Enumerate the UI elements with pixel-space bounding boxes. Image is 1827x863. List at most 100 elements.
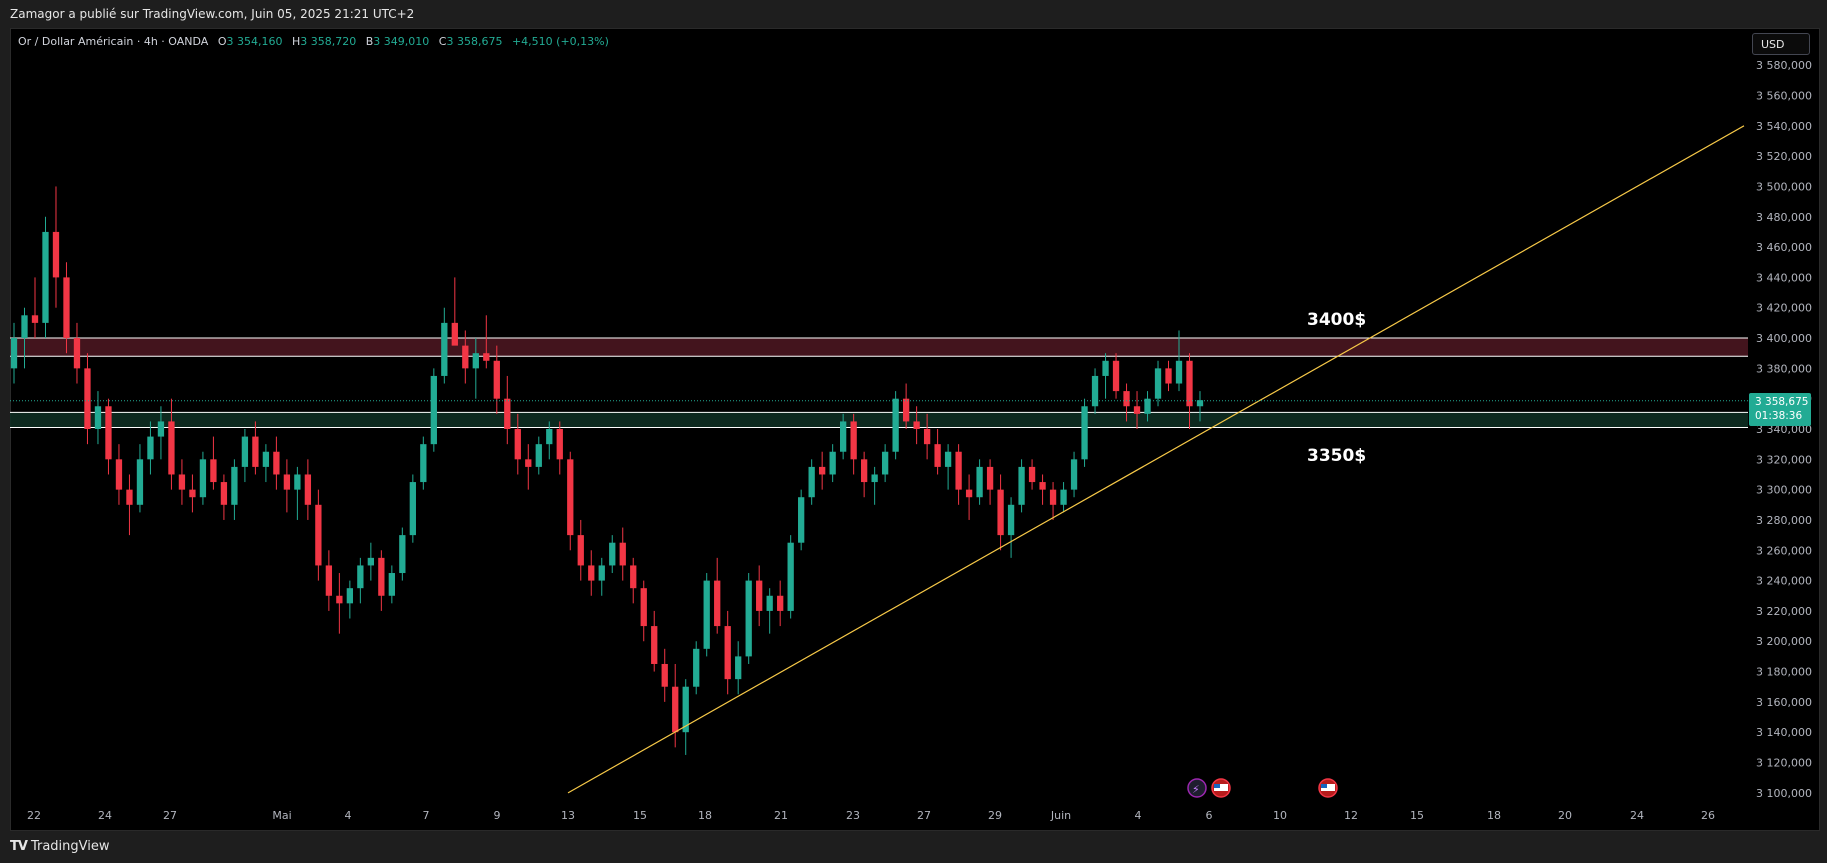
candle-body[interactable]	[178, 474, 186, 490]
candle-body[interactable]	[31, 315, 39, 323]
candle-body[interactable]	[472, 353, 479, 369]
currency-button[interactable]: USD	[1752, 33, 1810, 55]
candle-body[interactable]	[724, 626, 731, 680]
candle-body[interactable]	[441, 322, 448, 376]
candle-body[interactable]	[73, 338, 81, 369]
candle-body[interactable]	[546, 429, 553, 445]
candle-body[interactable]	[955, 451, 962, 490]
lightning-event-icon[interactable]	[1187, 778, 1207, 798]
candle-body[interactable]	[231, 466, 238, 505]
candle-body[interactable]	[556, 429, 563, 460]
candle-body[interactable]	[294, 474, 301, 490]
candle-body[interactable]	[735, 656, 742, 680]
candle-body[interactable]	[273, 451, 280, 475]
candle-body[interactable]	[598, 565, 605, 581]
upper-zone-label[interactable]: 3400$	[1307, 310, 1366, 330]
candle-body[interactable]	[850, 421, 857, 460]
candle-body[interactable]	[672, 686, 679, 733]
candle-body[interactable]	[567, 459, 574, 536]
candle-body[interactable]	[1039, 482, 1046, 490]
candle-body[interactable]	[787, 542, 794, 611]
candle-body[interactable]	[714, 580, 721, 627]
candle-body[interactable]	[262, 451, 270, 467]
candle-body[interactable]	[640, 588, 647, 627]
candle-body[interactable]	[147, 436, 154, 460]
candle-body[interactable]	[1018, 466, 1025, 505]
candle-body[interactable]	[220, 482, 228, 505]
candle-body[interactable]	[462, 345, 469, 369]
candle-body[interactable]	[1154, 368, 1162, 399]
candle-body[interactable]	[651, 626, 658, 664]
candle-body[interactable]	[808, 466, 815, 498]
candle-body[interactable]	[199, 459, 207, 498]
candle-body[interactable]	[860, 459, 868, 483]
candle-body[interactable]	[94, 406, 102, 429]
candle-body[interactable]	[367, 557, 374, 566]
candle-body[interactable]	[693, 648, 700, 687]
candle-body[interactable]	[1007, 504, 1015, 536]
candle-body[interactable]	[325, 565, 333, 596]
candle-body[interactable]	[745, 580, 752, 657]
candle-body[interactable]	[115, 459, 123, 490]
candle-body[interactable]	[1091, 375, 1099, 407]
candle-body[interactable]	[923, 429, 931, 445]
candle-body[interactable]	[420, 444, 427, 483]
candle-body[interactable]	[136, 459, 144, 505]
candle-body[interactable]	[157, 421, 165, 437]
price-axis[interactable]: 3 580,000 3 560,000 3 540,000 3 520,000 3 50…	[1756, 59, 1812, 800]
candle-body[interactable]	[756, 580, 763, 611]
candle-body[interactable]	[766, 595, 773, 611]
candle-body[interactable]	[1060, 489, 1067, 505]
candle-body[interactable]	[798, 497, 805, 543]
candle-body[interactable]	[703, 580, 710, 649]
candle-body[interactable]	[1112, 360, 1120, 392]
candle-body[interactable]	[1196, 400, 1204, 407]
candle-body[interactable]	[52, 231, 60, 278]
candle-body[interactable]	[483, 353, 490, 361]
symbol-legend[interactable]: Or / Dollar Américain · 4h · OANDA O3 35…	[18, 35, 609, 48]
candle-body[interactable]	[42, 231, 49, 323]
candle-body[interactable]	[493, 360, 500, 399]
candle-body[interactable]	[997, 489, 1004, 536]
candle-body[interactable]	[577, 535, 584, 566]
candle-body[interactable]	[1049, 489, 1057, 505]
candle-body[interactable]	[430, 375, 437, 445]
candle-body[interactable]	[965, 489, 973, 498]
candle-body[interactable]	[126, 489, 133, 505]
candle-body[interactable]	[1186, 360, 1193, 407]
lower-zone-label[interactable]: 3350$	[1307, 446, 1366, 466]
candle-body[interactable]	[682, 686, 689, 733]
candle-body[interactable]	[252, 436, 259, 467]
candle-body[interactable]	[1070, 459, 1078, 490]
candle-body[interactable]	[84, 368, 91, 429]
candle-body[interactable]	[1123, 391, 1130, 407]
zone-band[interactable]	[10, 412, 1748, 428]
candle-body[interactable]	[609, 542, 616, 566]
candle-body[interactable]	[504, 398, 511, 429]
candle-body[interactable]	[388, 573, 395, 596]
candle-body[interactable]	[1102, 360, 1109, 376]
event-icons[interactable]: ⚡	[1187, 778, 1338, 798]
candle-body[interactable]	[1133, 406, 1141, 414]
candle-body[interactable]	[881, 451, 889, 475]
chart-frame[interactable]	[10, 28, 1820, 831]
time-axis[interactable]: 22 24 27 Mai 4 7 9 13 15 18 21 23 27 29 Juin 4 6 10 12 15 18…	[27, 809, 1715, 822]
candle-body[interactable]	[304, 474, 312, 505]
candle-body[interactable]	[535, 444, 542, 467]
candle-body[interactable]	[168, 421, 175, 475]
candle-body[interactable]	[399, 535, 406, 574]
candle-body[interactable]	[10, 338, 18, 369]
candle-body[interactable]	[1175, 360, 1183, 384]
candle-body[interactable]	[630, 565, 637, 589]
candle-body[interactable]	[619, 542, 626, 566]
candle-body[interactable]	[1028, 466, 1036, 483]
candle-body[interactable]	[777, 595, 784, 611]
candle-body[interactable]	[986, 466, 994, 490]
candle-body[interactable]	[378, 557, 385, 596]
candle-body[interactable]	[840, 421, 847, 452]
candle-body[interactable]	[63, 277, 70, 339]
candle-body[interactable]	[357, 565, 364, 589]
candle-body[interactable]	[944, 451, 952, 467]
candle-body[interactable]	[1081, 406, 1088, 460]
